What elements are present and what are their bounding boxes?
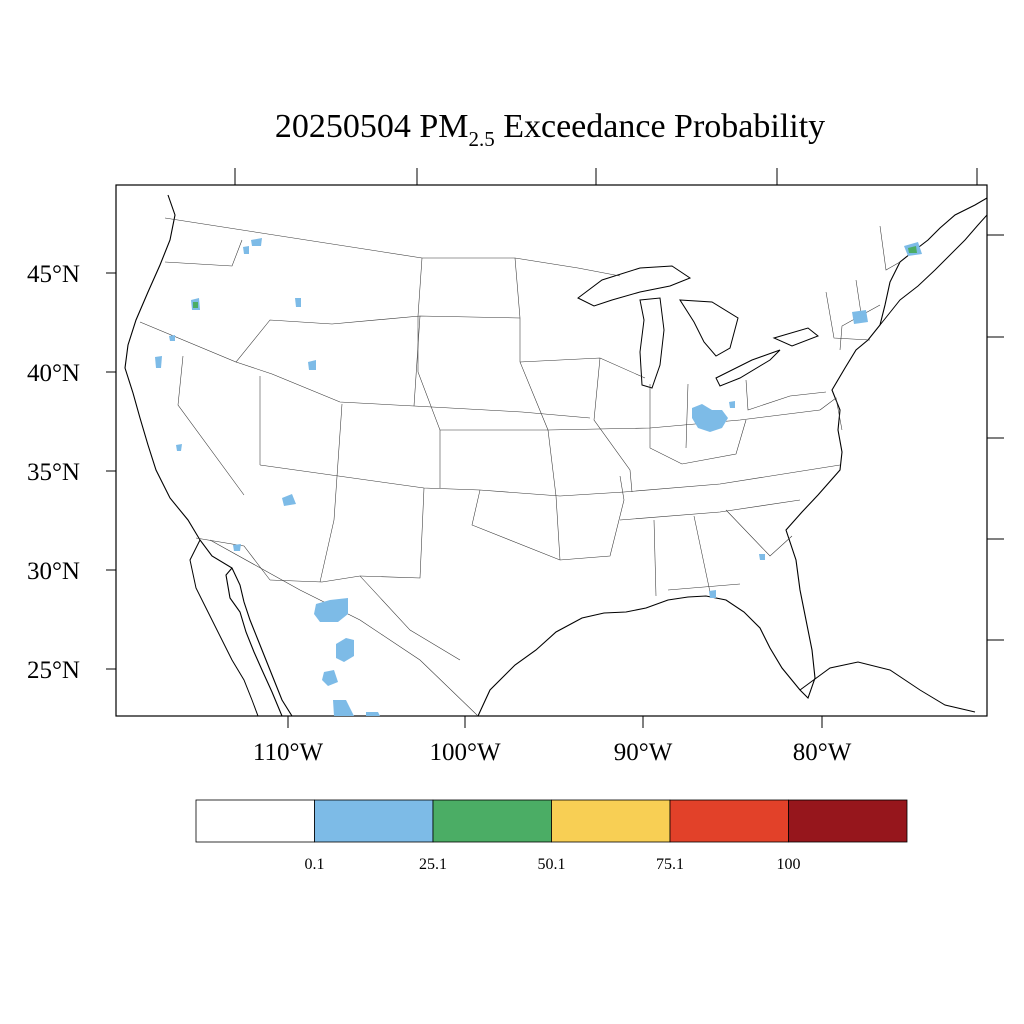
lon-ticks [287, 716, 823, 728]
map-title: 20250504 PM2.5 Exceedance Probability [0, 108, 1024, 152]
plume-indiana [692, 404, 728, 432]
lat-label-30: 30°N [27, 558, 80, 585]
basemap [124, 194, 987, 716]
colorbar-label-4: 100 [777, 856, 801, 873]
colorbar-label-2: 50.1 [538, 856, 566, 873]
lake-superior [577, 265, 692, 307]
plume-georgia [759, 554, 765, 560]
lake-ontario [772, 327, 819, 347]
lat-ticks [106, 272, 116, 670]
title-subscript: 2.5 [468, 127, 495, 151]
lat-label-25: 25°N [27, 657, 80, 684]
plume-central-california [176, 444, 182, 451]
title-prefix: 20250504 PM [274, 108, 469, 145]
lat-label-45: 45°N [27, 261, 80, 288]
colorbar-label-3: 75.1 [656, 856, 684, 873]
colorbar-label-0: 0.1 [305, 856, 325, 873]
lat-label-35: 35°N [27, 459, 80, 486]
baja-coast [189, 539, 259, 716]
plume-s-arizona [233, 544, 241, 551]
top-ticks [234, 168, 978, 185]
lake-michigan [639, 297, 665, 389]
plume-n-california [155, 356, 162, 368]
plume-ohio [729, 401, 735, 408]
lake-huron [679, 299, 739, 357]
plume-n-florida [709, 590, 716, 598]
state-boundaries [139, 217, 901, 716]
plume-sinaloa-2 [366, 712, 380, 716]
cuba [799, 661, 976, 713]
lon-label-80: 80°W [793, 739, 852, 766]
plume-vermont [852, 310, 868, 324]
plume-ne-washington [251, 238, 262, 246]
colorbar-label-1: 25.1 [419, 856, 447, 873]
colorbar-bin-0 [195, 799, 315, 843]
lat-label-40: 40°N [27, 360, 80, 387]
lon-label-110: 110°W [253, 739, 324, 766]
lon-label-100: 100°W [429, 739, 500, 766]
plume-central-oregon-green [193, 302, 198, 308]
colorbar-bin-4 [669, 799, 789, 843]
colorbar-bin-2 [432, 799, 552, 843]
coastline [124, 194, 987, 716]
plume-sinaloa [333, 700, 354, 716]
right-ticks [987, 234, 1004, 641]
lake-erie [715, 349, 781, 387]
colorbar-bin-3 [551, 799, 671, 843]
exceedance-areas [155, 238, 922, 716]
colorbar-bin-1 [314, 799, 434, 843]
colorbar: 0.1 25.1 50.1 75.1 100 [195, 799, 908, 873]
plume-sw-oregon [169, 335, 175, 341]
plume-montana [295, 298, 301, 307]
plume-chihuahua [314, 598, 348, 622]
plume-durango-2 [322, 670, 338, 686]
plume-quebec-green [908, 246, 917, 253]
lon-label-90: 90°W [614, 739, 673, 766]
maritimes [879, 214, 987, 326]
plume-idaho [308, 360, 316, 370]
plume-e-washington [243, 246, 249, 254]
plume-arizona [282, 494, 296, 506]
plume-durango [336, 638, 354, 662]
colorbar-bin-5 [788, 799, 908, 843]
title-suffix: Exceedance Probability [494, 108, 826, 145]
